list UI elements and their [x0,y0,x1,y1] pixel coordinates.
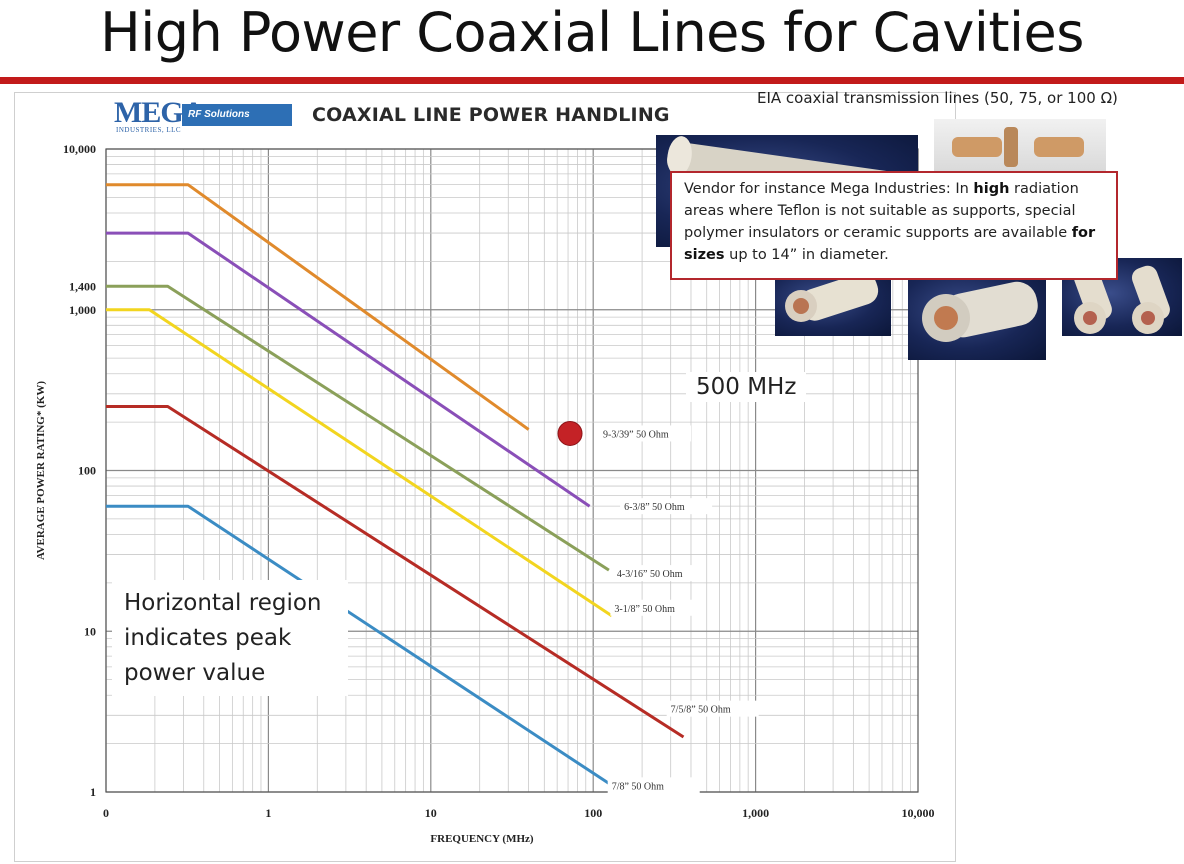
eia-caption: EIA coaxial transmission lines (50, 75, … [757,89,1118,107]
series-label-4: 3-1/8” 50 Ohm [614,604,675,615]
series-label-bg [612,565,705,582]
y-tick-label: 100 [78,464,96,478]
series-line-1 [106,183,530,431]
x-axis-label: FREQUENCY (MHz) [430,833,533,845]
callout-text-3: up to 14” in diameter. [724,247,889,263]
callout-text-2: radiation areas where Teflon is not suit… [684,181,1079,241]
series-label-2: 6-3/8” 50 Ohm [624,502,685,513]
elbow-photo [934,119,1106,173]
series-label-1: 9-3/39” 50 Ohm [603,429,669,440]
insulator-photo-2 [908,268,1046,360]
x-tick-label: 1 [265,806,271,820]
series-line-2 [106,231,591,508]
series-line-4 [106,308,613,617]
marker-500mhz [557,420,583,446]
slide-title: High Power Coaxial Lines for Cavities [100,1,1084,64]
x-tick-label: 10,000 [902,806,935,820]
plot-border [105,148,919,793]
vendor-callout: Vendor for instance Mega Industries: In … [670,171,1118,280]
callout-text-1: Vendor for instance Mega Industries: In [684,181,974,197]
series-label-6: 7/8” 50 Ohm [612,781,664,792]
y-tick-label: 10,000 [63,142,96,156]
annotation-500mhz: 500 MHz [686,372,807,402]
callout-bold-2: for sizes [684,225,1096,263]
logo-sub: INDUSTRIES, LLC [116,126,182,134]
y-tick-label: 1,400 [69,279,96,293]
mega-logo: MEGA RF Solutions INDUSTRIES, LLC [114,98,294,134]
series-label-bg [666,700,759,717]
series-label-bg [599,425,692,442]
series-label-3: 4-3/16” 50 Ohm [617,569,683,580]
series-label-bg [610,599,703,616]
x-tick-label: 10 [425,806,437,820]
chart-title: COAXIAL LINE POWER HANDLING [312,104,670,126]
y-axis-label: AVERAGE POWER RATING* (KW) [35,381,47,560]
series-label-bg [607,777,700,794]
x-tick-label: 1,000 [742,806,769,820]
callout-bold-1: high [973,181,1010,197]
series-label-5: 7/5/8” 50 Ohm [671,705,731,716]
x-tick-label: 0 [103,806,109,820]
series-label-bg [620,498,713,515]
y-tick-label: 1 [90,785,96,799]
y-tick-label: 10 [84,624,96,638]
series-line-5 [106,405,685,739]
horizontal-region-note: Horizontal region indicates peak power v… [112,580,348,696]
x-tick-label: 100 [584,806,602,820]
series-line-6 [106,504,613,787]
series-line-3 [106,284,610,572]
title-rule [0,77,1184,84]
logo-tagline: RF Solutions [182,104,292,126]
y-tick-label: 1,000 [69,303,96,317]
